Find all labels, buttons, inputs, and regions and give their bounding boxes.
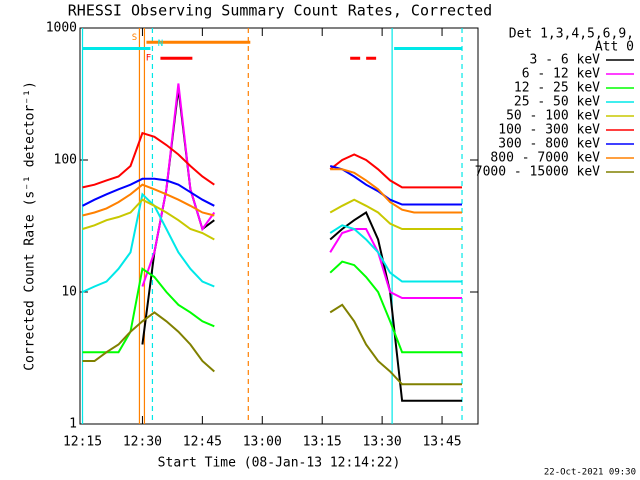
legend-title: Det 1,3,4,5,6,9, [509,27,634,42]
footer: 22-Oct-2021 09:30 [544,468,636,478]
x-tick-label: 13:15 [303,435,342,450]
legend-label: 300 - 800 keV [498,137,600,152]
series-line [141,83,462,299]
x-tick-label: 13:00 [243,435,282,450]
legend-label: 800 - 7000 keV [490,151,600,166]
x-tick-label: 12:15 [63,435,102,450]
x-tick-label: 13:30 [363,435,402,450]
legend-label: 100 - 300 keV [498,123,600,138]
y-tick-label: 10 [61,285,77,300]
legend-title: Att 0 [595,40,634,55]
flag-label: S [132,33,137,43]
x-tick-label: 13:45 [422,435,461,450]
legend-label: 7000 - 15000 keV [475,165,600,180]
series-line [82,303,462,386]
x-axis-label: Start Time (08-Jan-13 12:14:22) [158,456,401,471]
legend-label: 50 - 100 keV [506,109,600,124]
series-line [82,168,462,217]
y-tick-label: 1000 [46,21,77,36]
flag-label: N [158,39,163,49]
series-line [82,131,462,189]
legend-label: 25 - 50 keV [514,95,600,110]
series-line [82,260,462,354]
plot-frame [79,27,479,425]
series-line [82,198,462,241]
y-tick-label: 1 [69,417,77,432]
y-axis-label: Corrected Count Rate (s⁻¹ detector⁻¹) [23,81,38,371]
legend-label: 6 - 12 keV [522,67,600,82]
x-tick-label: 12:45 [183,435,222,450]
legend-label: 12 - 25 keV [514,81,600,96]
flag-label: F [146,54,151,64]
x-tick-label: 12:30 [123,435,162,450]
series-line [82,192,462,293]
y-tick-label: 100 [54,153,77,168]
chart-title: RHESSI Observing Summary Count Rates, Co… [68,2,492,20]
series-line [82,165,462,207]
legend-label: 3 - 6 keV [530,53,601,68]
